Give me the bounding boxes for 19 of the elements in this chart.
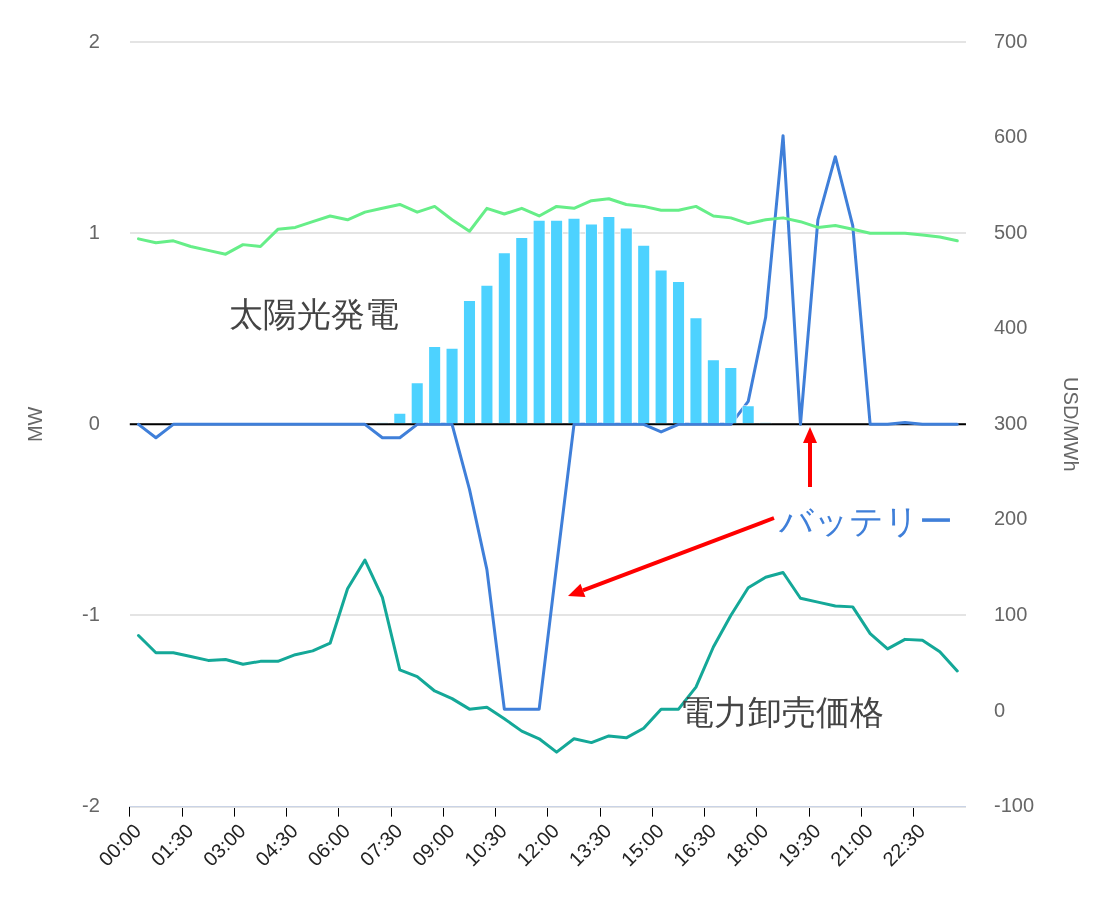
y2-tick-label: 600: [993, 125, 1028, 148]
y-tick-label: -2: [81, 794, 100, 817]
y-tick-label: 0: [88, 411, 100, 434]
y2-tick-label: 300: [993, 411, 1028, 434]
series-label: 電力卸売価格: [680, 691, 885, 732]
y2-tick-label: -100: [993, 794, 1034, 817]
y2-tick-label: 0: [993, 698, 1006, 721]
y2-axis-title: USD/MWh: [1060, 377, 1083, 472]
y2-tick-label: 500: [993, 220, 1028, 243]
y2-tick-label: 200: [993, 507, 1028, 530]
y-tick-label: 2: [88, 29, 100, 52]
y-tick-label: 1: [88, 220, 100, 243]
y2-tick-label: 100: [993, 603, 1028, 625]
text: バッテリー: [777, 500, 953, 541]
series-label: 太陽光発電: [228, 294, 399, 335]
y-axis-title: MW: [23, 406, 46, 443]
y-tick-label: -1: [81, 603, 100, 625]
y2-tick-label: 400: [993, 316, 1028, 339]
y2-tick-label: 700: [993, 29, 1028, 52]
